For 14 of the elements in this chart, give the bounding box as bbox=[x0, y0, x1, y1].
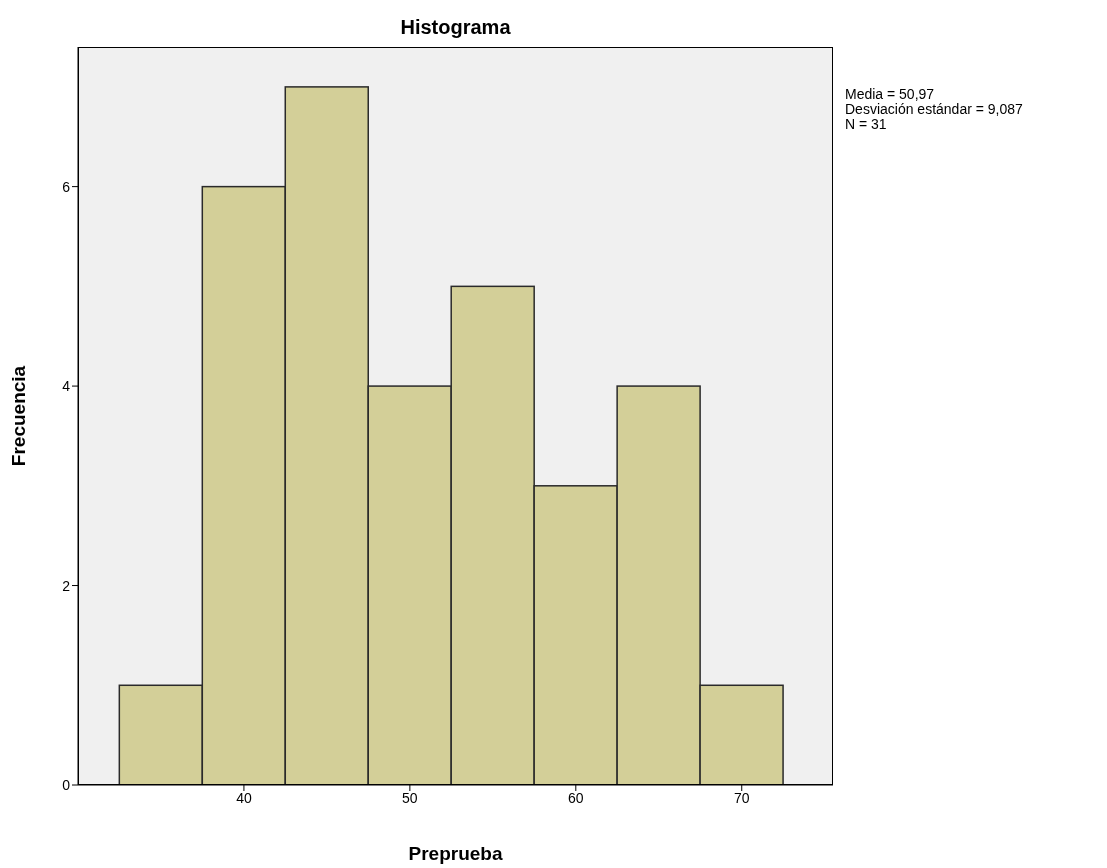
chart-title: Histograma bbox=[399, 16, 512, 39]
y-tick-label: 2 bbox=[62, 577, 71, 594]
y-tick-label: 4 bbox=[62, 378, 71, 395]
x-tick-label: 60 bbox=[568, 789, 584, 806]
text: Desviación estándar = 9,087 bbox=[845, 101, 1023, 117]
x-tick-label: 70 bbox=[733, 789, 750, 806]
text: Media = 50,97 bbox=[845, 86, 936, 102]
x-tick-label: 40 bbox=[236, 789, 252, 806]
y-tick-label: 0 bbox=[62, 776, 71, 793]
text: N = 31 bbox=[845, 116, 888, 132]
x-tick-label: 50 bbox=[402, 789, 418, 806]
x-axis-title: Preprueba bbox=[408, 843, 503, 864]
y-axis-title: Frecuencia bbox=[7, 365, 29, 467]
y-tick-label: 6 bbox=[62, 178, 71, 195]
